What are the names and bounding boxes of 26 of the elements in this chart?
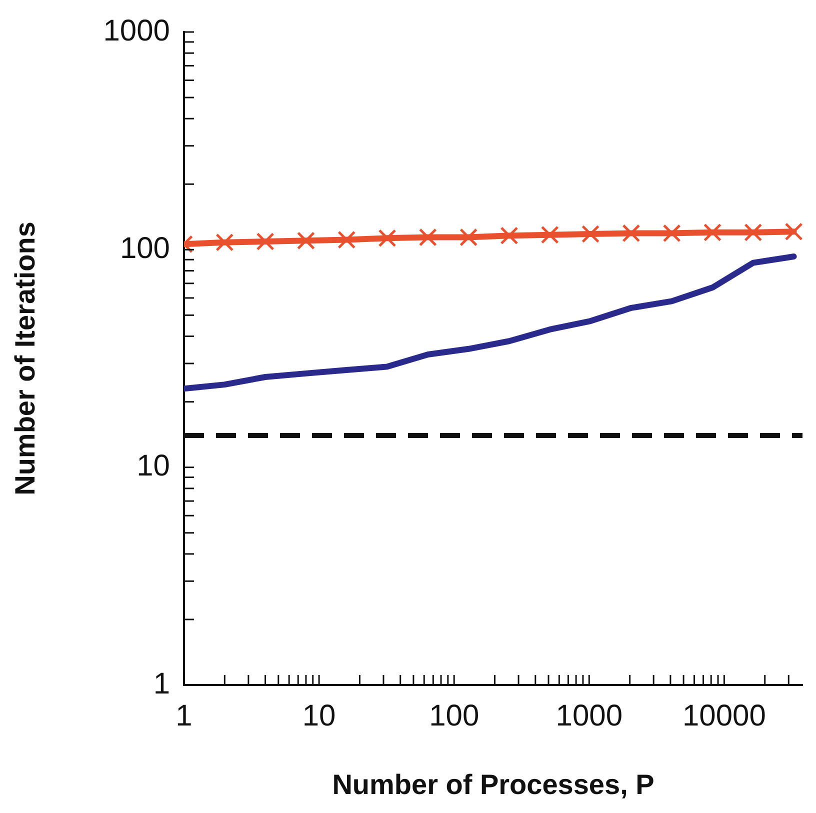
point — [338, 230, 356, 249]
x-tick-label: 1000 — [556, 699, 623, 732]
point — [216, 233, 234, 252]
x-tick-label: 1 — [176, 699, 192, 732]
y-tick-label: 10 — [136, 450, 170, 483]
point — [582, 224, 600, 244]
point — [744, 223, 762, 242]
point — [378, 229, 396, 248]
point — [256, 232, 274, 251]
point — [296, 232, 315, 250]
x-axis-title: Number of Processes, P — [332, 768, 654, 800]
point — [460, 228, 478, 246]
x-tick-label: 10 — [302, 699, 336, 732]
y-tick-label: 1000 — [103, 14, 170, 48]
point — [784, 222, 802, 241]
y-tick-label: 1 — [153, 667, 170, 700]
y-tick-label: 100 — [120, 232, 170, 265]
x-tick-label: 10000 — [682, 699, 766, 732]
x-tick-label: 100 — [429, 699, 480, 732]
point — [418, 228, 437, 246]
y-axis-title: Number of Iterations — [10, 222, 41, 496]
point — [703, 223, 722, 242]
point — [540, 226, 559, 244]
point — [662, 224, 681, 242]
point — [500, 226, 518, 245]
point — [622, 224, 640, 242]
